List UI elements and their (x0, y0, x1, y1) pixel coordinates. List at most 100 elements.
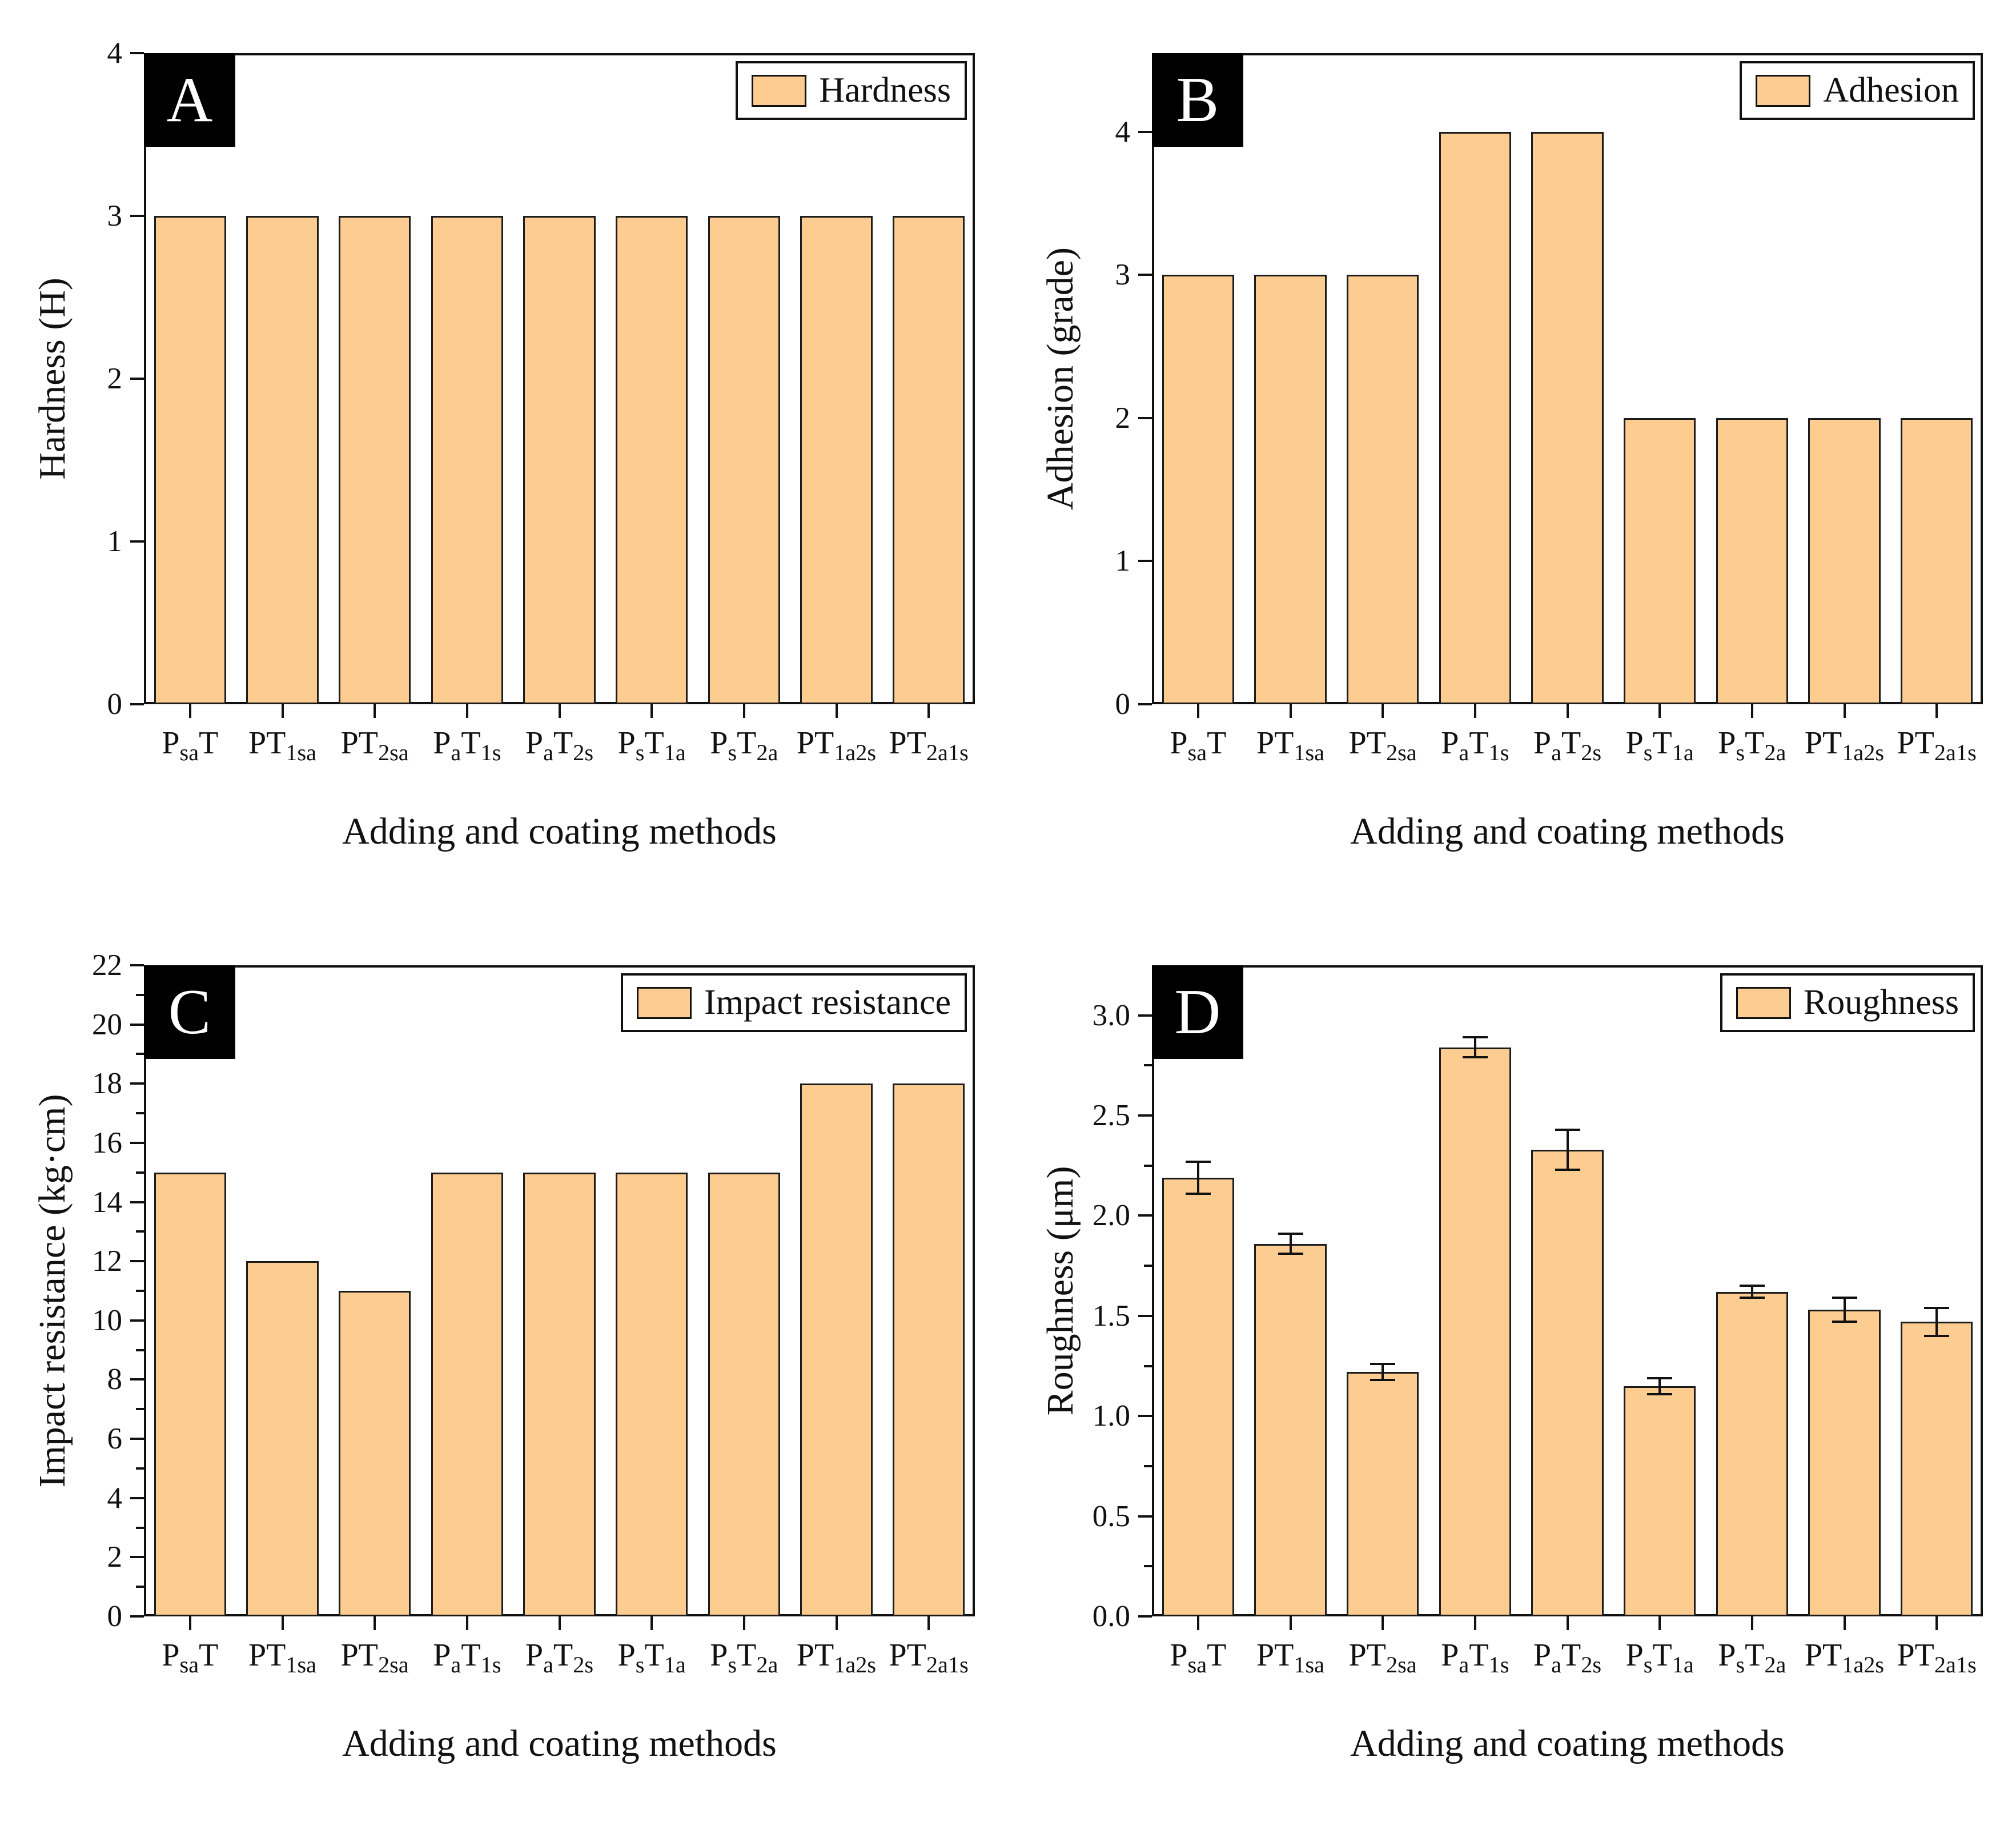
x-axis-tick (188, 1616, 191, 1630)
y-tick-label: 2 (1115, 401, 1131, 435)
panel-letter-box: A (144, 53, 235, 147)
y-tick-label: 4 (107, 37, 123, 70)
x-category-label: PaT2s (1533, 1638, 1602, 1678)
y-axis-tick (130, 1082, 144, 1085)
bar (1254, 1243, 1327, 1616)
y-axis-minor-tick (136, 1053, 144, 1056)
error-bar-cap-bottom (1278, 1253, 1303, 1255)
y-axis-tick (1138, 1014, 1152, 1017)
bar (246, 1261, 319, 1616)
legend-label: Roughness (1803, 983, 1959, 1022)
legend: Adhesion (1740, 61, 1975, 120)
y-tick-label: 0 (1115, 688, 1131, 721)
x-axis-tick (1566, 704, 1569, 718)
error-bar-cap-bottom (1462, 1056, 1488, 1059)
y-tick-label: 1 (1115, 544, 1131, 578)
x-axis-tick (1658, 1616, 1661, 1630)
panel-letter: A (166, 65, 213, 135)
error-bar-cap-top (1832, 1297, 1857, 1299)
y-axis-tick (130, 1438, 144, 1440)
y-tick-label: 2 (107, 1540, 123, 1574)
x-axis-tick (1935, 1616, 1938, 1630)
y-axis-tick (130, 540, 144, 543)
x-category-label: PT1sa (1256, 725, 1325, 766)
x-axis-tick (465, 1616, 468, 1630)
x-axis-tick (1196, 704, 1199, 718)
bar (800, 216, 873, 704)
legend-swatch (1736, 986, 1791, 1019)
bar (523, 216, 596, 704)
bar (1439, 1047, 1511, 1616)
x-axis-tick (927, 1616, 930, 1630)
y-tick-label: 4 (1115, 115, 1131, 149)
x-category-label: PsT2a (1718, 1638, 1786, 1678)
bar (893, 216, 965, 704)
y-axis-minor-tick (136, 1526, 144, 1529)
bar (1624, 1386, 1696, 1616)
legend-label: Hardness (819, 71, 951, 110)
y-axis-minor-tick (136, 1290, 144, 1292)
x-category-label: PsT1a (617, 1638, 686, 1678)
y-tick-label: 10 (92, 1303, 122, 1337)
legend: Hardness (736, 61, 967, 120)
y-axis-tick (1138, 130, 1152, 133)
x-category-label: PsaT (162, 1638, 219, 1678)
x-category-label: PsaT (1170, 725, 1227, 766)
y-tick-label: 16 (92, 1126, 122, 1159)
legend-swatch (636, 986, 692, 1019)
error-bar-cap-top (1185, 1160, 1211, 1163)
y-axis-title: Impact resistance (kg·cm) (31, 1094, 73, 1488)
y-axis-tick (1138, 1114, 1152, 1117)
y-tick-label: 3.0 (1092, 998, 1130, 1032)
x-category-label: PT2sa (1348, 725, 1417, 766)
x-category-label: PsT2a (1718, 725, 1786, 766)
x-category-label: PT1a2s (796, 1638, 877, 1678)
y-axis-title: Adhesion (grade) (1039, 247, 1081, 511)
panel-letter-box: B (1152, 53, 1243, 147)
legend-label: Impact resistance (704, 983, 951, 1022)
x-axis-tick (927, 704, 930, 718)
x-axis-tick (1843, 704, 1846, 718)
y-axis-tick (1138, 560, 1152, 563)
x-axis-title: Adding and coating methods (1350, 1723, 1785, 1764)
bar (616, 216, 688, 704)
x-axis-tick (1750, 1616, 1753, 1630)
x-axis-tick (374, 1616, 376, 1630)
x-category-label: PaT2s (525, 1638, 594, 1678)
y-axis-minor-tick (136, 1230, 144, 1233)
y-axis-minor-tick (136, 1467, 144, 1470)
x-axis-tick (1935, 704, 1938, 718)
error-bar (1473, 1037, 1476, 1058)
x-category-label: PT2a1s (889, 1638, 969, 1678)
x-axis-title: Adding and coating methods (1350, 810, 1785, 852)
x-axis-title: Adding and coating methods (342, 1723, 777, 1764)
error-bar (1750, 1286, 1753, 1298)
x-axis-tick (1473, 1616, 1476, 1630)
y-tick-label: 20 (92, 1008, 122, 1041)
bar (1347, 275, 1419, 704)
y-axis-tick (1138, 274, 1152, 276)
x-axis-tick (558, 1616, 561, 1630)
y-axis-tick (130, 1023, 144, 1026)
bar (708, 216, 780, 704)
y-axis-tick (1138, 1314, 1152, 1317)
x-category-label: PT1a2s (1804, 725, 1885, 766)
x-category-label: PT1sa (248, 725, 317, 766)
y-axis-minor-tick (136, 1349, 144, 1351)
bar (708, 1172, 780, 1616)
x-axis-tick (650, 704, 653, 718)
bar (1162, 1177, 1234, 1616)
y-axis-tick (130, 1201, 144, 1203)
error-bar-cap-bottom (1555, 1168, 1580, 1171)
bar (1808, 418, 1881, 704)
y-tick-label: 22 (92, 949, 122, 982)
x-axis-tick (1658, 704, 1661, 718)
y-tick-label: 2.0 (1092, 1199, 1130, 1233)
error-bar (1196, 1161, 1199, 1194)
x-category-label: PsT1a (1625, 1638, 1694, 1678)
bar (1162, 275, 1234, 704)
legend-swatch (752, 74, 807, 107)
x-axis-tick (188, 704, 191, 718)
x-axis-title: Adding and coating methods (342, 810, 777, 852)
bar (246, 216, 319, 704)
